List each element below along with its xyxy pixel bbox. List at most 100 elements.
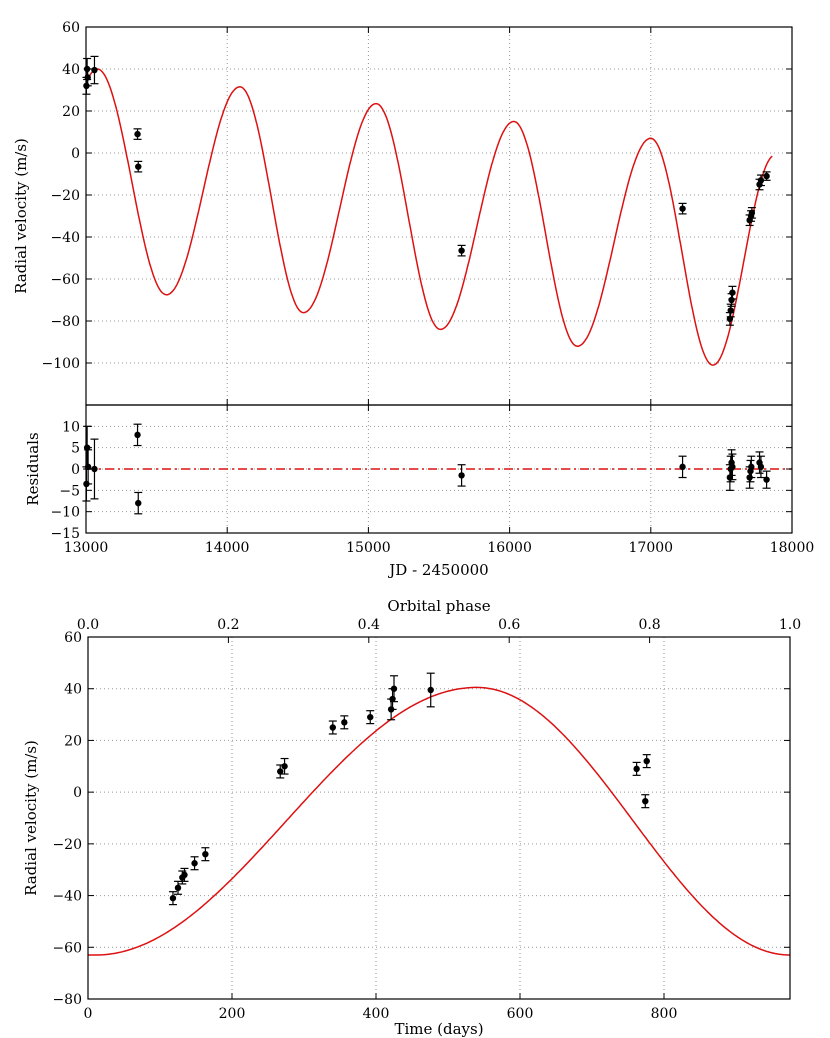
rv-data-points	[82, 55, 771, 326]
rv-point	[134, 130, 141, 138]
residuals-axes-frame	[85, 404, 793, 534]
phase-grid	[88, 637, 790, 999]
phase-top-x-tick-label: 0.6	[498, 617, 520, 633]
phase-x-tick-label: 600	[507, 1006, 534, 1022]
rv-grid	[86, 27, 792, 405]
phase-point	[191, 860, 198, 867]
rv-y-tick-label: −100	[42, 356, 80, 372]
residuals-y-tick-label: −5	[59, 483, 80, 499]
phase-y-tick-label: −40	[52, 889, 82, 905]
phase-y-tick-label: −20	[52, 837, 82, 853]
residuals-y-ticks: −15 −10 −5 0 5 10	[50, 419, 792, 542]
rv-y-tick-label: 20	[62, 104, 80, 120]
rv-point	[458, 247, 465, 254]
phase-point	[281, 763, 288, 770]
phase-top-x-tick-label: 0.0	[77, 617, 99, 633]
rv-point	[727, 307, 734, 314]
phase-y-ticks: −80 −60 −40 −20 0 20 40 60	[52, 630, 790, 1008]
phase-point	[633, 765, 640, 773]
phase-x-tick-label: 800	[651, 1006, 678, 1022]
phase-y-tick-label: 20	[64, 733, 82, 749]
phase-point	[181, 871, 188, 879]
residuals-x-tick-label: 15000	[346, 540, 391, 556]
phase-point	[367, 713, 374, 721]
rv-time-series-panel: −100 −80 −60 −40 −20 0 20 40 60 Radial velocity …	[12, 20, 793, 406]
phase-top-x-ticks: 0.0 0.2 0.4 0.6 0.8 1.0	[77, 617, 801, 643]
phase-top-x-tick-label: 0.2	[217, 617, 239, 633]
phase-top-axis-label: Orbital phase	[387, 597, 490, 615]
phase-point	[642, 797, 649, 805]
rv-point	[728, 296, 735, 304]
residuals-data-points	[82, 423, 771, 515]
phase-top-x-tick-label: 0.8	[638, 617, 660, 633]
residuals-y-tick-label: −10	[50, 505, 80, 521]
phase-point	[169, 894, 177, 902]
phase-x-tick-label: 200	[219, 1006, 246, 1022]
phase-point	[390, 685, 398, 692]
residuals-x-tick-label: 17000	[629, 540, 674, 556]
residuals-y-tick-label: −15	[50, 526, 80, 542]
residuals-point	[679, 463, 686, 471]
phase-point	[174, 884, 182, 892]
phase-point	[427, 686, 434, 694]
phase-y-axis-label: Radial velocity (m/s)	[22, 740, 40, 896]
residuals-y-tick-label: 0	[71, 462, 80, 478]
phase-data-points	[168, 672, 651, 906]
rv-y-tick-label: −60	[50, 272, 80, 288]
phase-model-curve	[88, 686, 790, 956]
phase-point	[202, 851, 209, 858]
rv-point	[748, 209, 756, 217]
residuals-point	[757, 463, 765, 471]
rv-point	[135, 163, 142, 170]
rv-y-tick-label: −20	[50, 188, 80, 204]
phase-axes-frame	[87, 636, 791, 1000]
rv-y-axis-label: Radial velocity (m/s)	[12, 138, 30, 294]
residuals-x-ticks: 13000 14000 15000 16000 17000 18000	[64, 405, 815, 556]
residuals-y-axis-label: Residuals	[24, 432, 42, 505]
phase-x-ticks: 0 200 400 600 800	[84, 993, 678, 1022]
residuals-x-tick-label: 18000	[770, 540, 815, 556]
residuals-point	[748, 463, 755, 471]
rv-y-tick-label: −40	[50, 230, 80, 246]
residuals-grid	[86, 405, 792, 533]
rv-point	[729, 289, 736, 296]
rv-point	[763, 172, 770, 180]
rv-y-tick-label: 40	[62, 62, 80, 78]
phase-top-x-tick-label: 1.0	[779, 617, 801, 633]
residuals-panel: −15 −10 −5 0 5 10 13000 14000 15000 16000 17000 18…	[24, 404, 815, 579]
rv-y-tick-label: 0	[71, 146, 80, 162]
phase-y-tick-label: 40	[64, 682, 82, 698]
phase-x-tick-label: 400	[363, 1006, 390, 1022]
rv-point	[679, 205, 686, 212]
residuals-x-axis-label: JD - 2450000	[387, 561, 488, 579]
rv-y-tick-label: 60	[62, 20, 80, 36]
residuals-point	[729, 463, 736, 471]
phase-top-x-tick-label: 0.4	[358, 617, 380, 633]
phase-y-tick-label: 60	[64, 630, 82, 646]
phase-point	[643, 757, 650, 765]
residuals-x-tick-label: 16000	[487, 540, 532, 556]
residuals-point	[458, 472, 465, 479]
residuals-point	[91, 465, 98, 473]
residuals-y-tick-label: 10	[62, 419, 80, 435]
phase-point	[277, 768, 284, 775]
residuals-x-tick-label: 14000	[205, 540, 250, 556]
phase-point	[341, 719, 348, 726]
residuals-y-tick-label: 5	[71, 441, 80, 457]
residuals-point	[134, 431, 141, 439]
phase-y-tick-label: −60	[52, 940, 82, 956]
phase-folded-panel: −80 −60 −40 −20 0 20 40 60 0 200 400 600 800 0.0 0.2…	[22, 597, 801, 1038]
phase-y-tick-label: −80	[52, 992, 82, 1008]
phase-x-axis-label: Time (days)	[394, 1020, 483, 1038]
residuals-x-tick-label: 13000	[64, 540, 109, 556]
rv-point	[91, 66, 98, 74]
phase-x-tick-label: 0	[84, 1006, 93, 1022]
residuals-point	[135, 499, 142, 507]
residuals-point	[763, 476, 770, 483]
rv-point	[757, 177, 765, 184]
rv-y-tick-label: −80	[50, 314, 80, 330]
phase-point	[329, 724, 336, 731]
rv-model-curve	[85, 68, 773, 366]
rv-y-ticks: −100 −80 −60 −40 −20 0 20 40 60	[42, 20, 792, 372]
